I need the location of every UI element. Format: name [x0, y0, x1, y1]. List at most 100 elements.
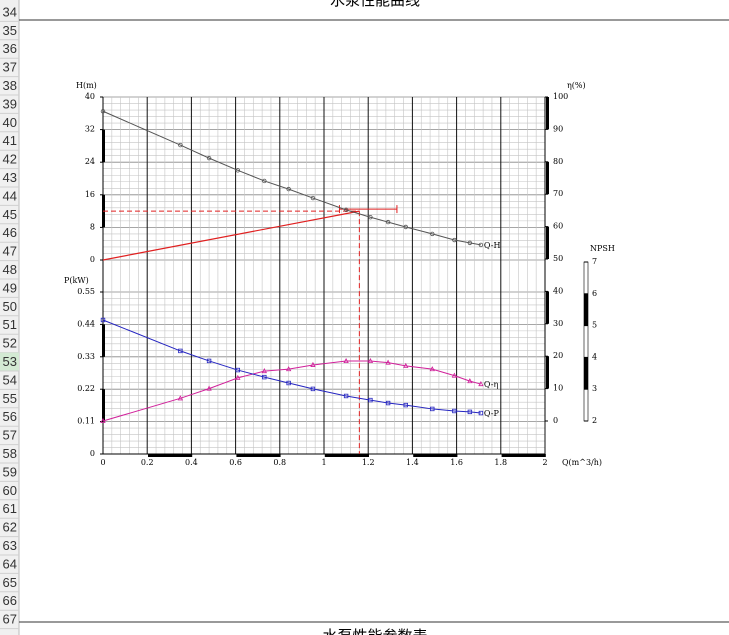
point: [367, 358, 374, 364]
row-number: 41: [3, 133, 17, 148]
x-tick-label: 0: [100, 458, 105, 467]
y-tick-label: 24: [85, 157, 95, 166]
point: [206, 155, 212, 161]
axis-band: [546, 97, 549, 130]
row-number: 65: [3, 575, 17, 590]
row-number: 55: [3, 391, 17, 406]
axis-title: NPSH: [590, 244, 615, 253]
row-header: [0, 0, 19, 635]
row-number: 40: [3, 115, 17, 130]
row-number: 58: [3, 446, 17, 461]
curve-label: Q-H: [484, 241, 501, 250]
curve-label: Q-P: [484, 409, 500, 418]
axis-band: [546, 356, 549, 389]
point: [467, 409, 473, 415]
row-number: 44: [3, 188, 17, 203]
axis-band: [584, 357, 588, 390]
point: [478, 381, 484, 387]
x-tick-label: 0.2: [141, 458, 154, 467]
y-tick-label: 40: [85, 92, 95, 101]
y-tick-label: 3: [592, 384, 597, 393]
point: [452, 237, 457, 243]
y-tick-label: 32: [85, 125, 95, 134]
x-tick-label: 2: [542, 458, 547, 467]
y-tick-label: 40: [553, 286, 563, 295]
row-number: 34: [3, 4, 17, 19]
point: [310, 195, 316, 201]
axis-band: [102, 389, 105, 422]
row-number: 36: [3, 41, 17, 56]
point: [343, 358, 349, 364]
row-number: 64: [3, 556, 17, 571]
y-tick-label: 16: [85, 190, 95, 199]
row-number: 46: [3, 225, 17, 240]
point: [368, 215, 373, 220]
y-tick-label: 0.11: [77, 417, 95, 426]
axis-band: [102, 129, 105, 163]
row-number: 62: [3, 520, 17, 535]
y-tick-label: 6: [592, 289, 597, 298]
point: [178, 142, 183, 148]
point: [385, 359, 391, 365]
x-tick-label: 0.4: [185, 458, 198, 467]
row-number: 66: [3, 593, 17, 608]
y-tick-label: 8: [90, 222, 95, 231]
row-number: 53: [3, 354, 17, 369]
row-number: 47: [3, 244, 17, 259]
y-tick-label: 90: [553, 124, 563, 133]
y-tick-label: 30: [553, 319, 563, 328]
row-number: 67: [3, 612, 17, 627]
sheet-footer: 水泵性能参数表: [322, 627, 427, 635]
axis-band: [324, 454, 369, 457]
curve: [102, 360, 482, 422]
axis-band: [102, 324, 105, 357]
row-number: 57: [3, 428, 17, 443]
point: [429, 366, 435, 372]
point: [478, 410, 484, 416]
npsh-axis: [583, 261, 589, 422]
row-number: 38: [3, 78, 17, 93]
x-tick-label: 1.6: [450, 458, 463, 467]
y-tick-label: 0.55: [77, 287, 95, 296]
row-number: 60: [3, 483, 17, 498]
y-tick-label: 10: [553, 384, 563, 393]
axis-title: H(m): [76, 81, 97, 90]
y-tick-label: 60: [553, 222, 563, 231]
point: [403, 362, 409, 368]
point: [430, 231, 435, 237]
x-tick-label: 0.8: [273, 458, 286, 467]
curve: [102, 110, 482, 246]
point: [310, 361, 316, 367]
y-tick-label: 80: [553, 157, 563, 166]
system-curve: [102, 210, 360, 261]
point: [286, 380, 291, 386]
point: [285, 366, 292, 372]
axis-title: P(kW): [64, 276, 89, 285]
row-number: 52: [3, 336, 17, 351]
axis-title: η(%): [567, 81, 586, 90]
point: [286, 186, 291, 192]
y-tick-label: 5: [592, 321, 597, 330]
x-tick-label: 1.2: [362, 458, 375, 467]
point: [430, 406, 435, 412]
point: [368, 397, 373, 403]
axis-band: [236, 454, 281, 457]
row-number: 59: [3, 464, 17, 479]
y-tick-label: 0: [90, 449, 95, 458]
point: [262, 374, 267, 380]
point: [478, 242, 484, 248]
point: [310, 386, 316, 392]
point: [261, 368, 267, 374]
point: [235, 367, 241, 373]
x-tick-label: 0.6: [229, 458, 242, 467]
y-tick-label: 2: [592, 416, 597, 425]
point: [467, 240, 473, 246]
y-tick-label: 0.44: [77, 319, 95, 328]
x-tick-label: 1: [321, 458, 326, 467]
x-axis-label: Q(m^3/h): [562, 458, 602, 467]
point: [343, 207, 349, 213]
x-tick-label: 1.8: [494, 458, 507, 467]
curve: [102, 319, 481, 414]
